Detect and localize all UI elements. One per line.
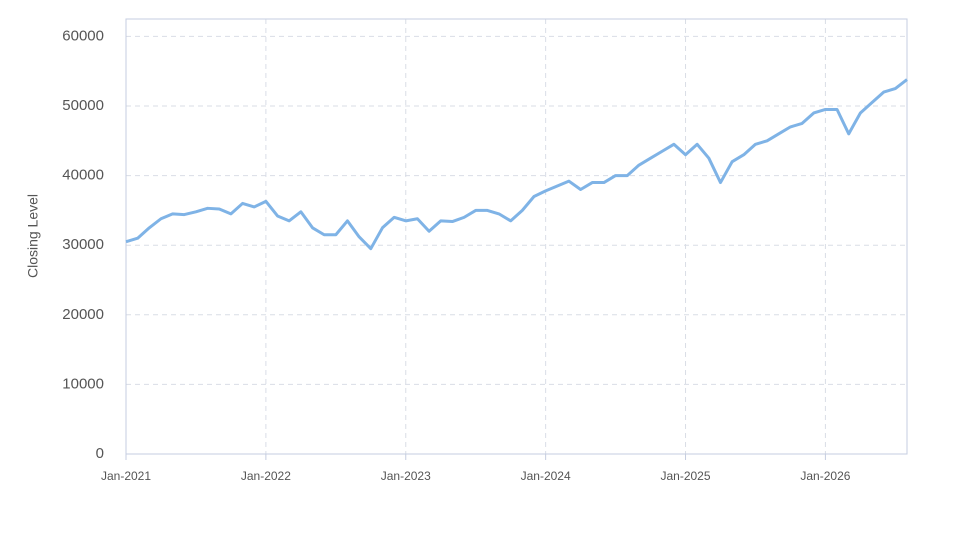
data-line — [125, 78, 908, 251]
x-tick-label: Jan-2024 — [521, 469, 571, 483]
y-axis-label: Closing Level — [25, 194, 41, 278]
y-tick-label: 20000 — [62, 306, 104, 323]
y-tick-label: 30000 — [62, 236, 104, 253]
y-tick-label: 60000 — [62, 27, 104, 44]
x-tick-label: Jan-2023 — [381, 469, 431, 483]
plot-border — [125, 18, 908, 455]
x-tick-label: Jan-2021 — [101, 469, 151, 483]
y-tick-label: 50000 — [62, 97, 104, 114]
x-tick-label: Jan-2025 — [660, 469, 710, 483]
y-tick-label: 10000 — [62, 375, 104, 392]
x-tick-label: Jan-2026 — [800, 469, 850, 483]
y-tick-label: 0 — [96, 445, 104, 462]
y-tick-label: 40000 — [62, 167, 104, 184]
x-tick-label: Jan-2022 — [241, 469, 291, 483]
